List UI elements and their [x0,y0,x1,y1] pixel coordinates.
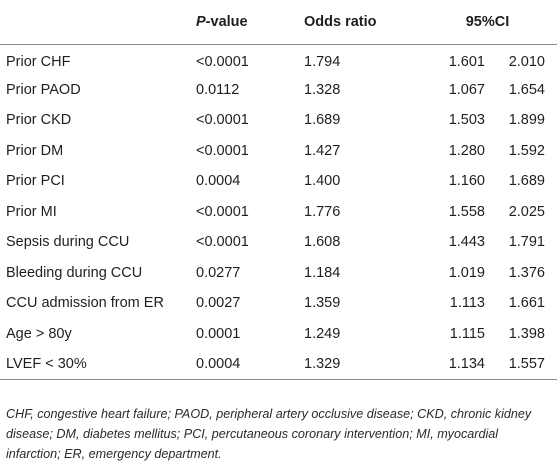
row-ci-high: 1.376 [508,264,545,281]
header-variable [0,0,196,45]
row-odds-ratio: 1.328 [304,81,341,98]
row-ci-low: 1.558 [448,203,485,220]
row-p-value: 0.0112 [196,81,240,98]
row-odds-ratio: 1.794 [304,53,341,70]
row-odds-ratio: 1.776 [304,203,341,220]
row-ci-low: 1.134 [418,349,489,380]
row-ci-high: 1.557 [489,349,557,380]
header-odds-ratio: Odds ratio [304,0,418,45]
row-label: Prior PCI [6,173,65,190]
table-row: Prior MI <0.0001 1.776 1.558 2.025 [0,197,557,228]
row-ci-low: 1.160 [448,173,485,190]
table-row: Prior DM <0.0001 1.427 1.280 1.592 [0,136,557,167]
table-row: CCU admission from ER 0.0027 1.359 1.113 1.6… [0,288,557,319]
row-p-value: 0.0001 [196,325,241,342]
row-ci-low: 1.113 [449,295,485,312]
row-odds-ratio: 1.359 [304,295,341,312]
row-p-value: 0.0004 [196,173,241,190]
row-label: Prior DM [6,142,64,159]
row-ci-low: 1.503 [448,112,485,129]
table-row: Prior CKD <0.0001 1.689 1.503 1.899 [0,105,557,136]
row-p-value: <0.0001 [196,142,249,159]
row-odds-ratio: 1.427 [304,142,341,159]
row-p-value: <0.0001 [196,53,249,70]
row-ci-high: 1.654 [508,81,545,98]
row-label: LVEF < 30% [0,349,196,380]
row-label: Prior CHF [6,53,71,70]
row-label: Sepsis during CCU [6,234,130,251]
row-ci-low: 1.115 [449,325,485,342]
row-p-value: 0.0277 [196,264,241,281]
row-p-value: 0.0004 [196,349,304,380]
table-row: Prior PAOD 0.0112 1.328 1.067 1.654 [0,75,557,106]
row-odds-ratio: 1.400 [304,173,341,190]
table-row: Prior PCI 0.0004 1.400 1.160 1.689 [0,166,557,197]
row-p-value: <0.0001 [196,234,249,251]
row-odds-ratio: 1.184 [304,264,341,281]
table-row: LVEF < 30% 0.0004 1.329 1.134 1.557 [0,349,557,380]
header-ci: 95%CI [418,0,557,45]
row-p-value: <0.0001 [196,203,249,220]
row-p-value: <0.0001 [196,112,249,129]
row-ci-high: 2.010 [508,53,545,70]
table-header-row: P-value Odds ratio 95%CI [0,0,557,45]
odds-ratio-table: P-value Odds ratio 95%CI Prior CHF <0.000… [0,0,557,380]
row-ci-low: 1.601 [448,53,485,70]
row-ci-high: 1.398 [508,325,545,342]
row-odds-ratio: 1.689 [304,112,341,129]
row-ci-high: 2.025 [508,203,545,220]
row-odds-ratio: 1.249 [304,325,341,342]
row-p-value: 0.0027 [196,295,241,312]
row-label: Prior CKD [6,112,72,129]
header-p-value: P-value [196,0,304,45]
row-ci-high: 1.661 [508,295,545,312]
row-ci-low: 1.443 [448,234,485,251]
row-label: Prior PAOD [6,81,81,98]
row-ci-high: 1.592 [508,142,545,159]
row-ci-low: 1.067 [448,81,485,98]
row-ci-high: 1.899 [508,112,545,129]
row-label: Age > 80y [6,325,72,342]
header-p-letter: P [196,13,206,30]
header-p-suffix: -value [205,13,248,30]
row-ci-high: 1.689 [508,173,545,190]
row-ci-low: 1.019 [448,264,485,281]
table-body: Prior CHF <0.0001 1.794 1.601 2.010 Prior PAO… [0,44,557,380]
table-row: Sepsis during CCU <0.0001 1.608 1.443 1.791 [0,227,557,258]
row-odds-ratio: 1.608 [304,234,341,251]
row-ci-low: 1.280 [448,142,485,159]
row-odds-ratio: 1.329 [304,349,418,380]
row-label: CCU admission from ER [6,295,164,312]
row-label: Prior MI [6,203,57,220]
table-row: Prior CHF <0.0001 1.794 1.601 2.010 [0,44,557,75]
table-footnote: CHF, congestive heart failure; PAOD, per… [6,407,532,461]
table-row: Age > 80y 0.0001 1.249 1.115 1.398 [0,319,557,350]
table-row: Bleeding during CCU 0.0277 1.184 1.019 1.376 [0,258,557,289]
row-label: Bleeding during CCU [6,264,143,281]
row-ci-high: 1.791 [508,234,545,251]
